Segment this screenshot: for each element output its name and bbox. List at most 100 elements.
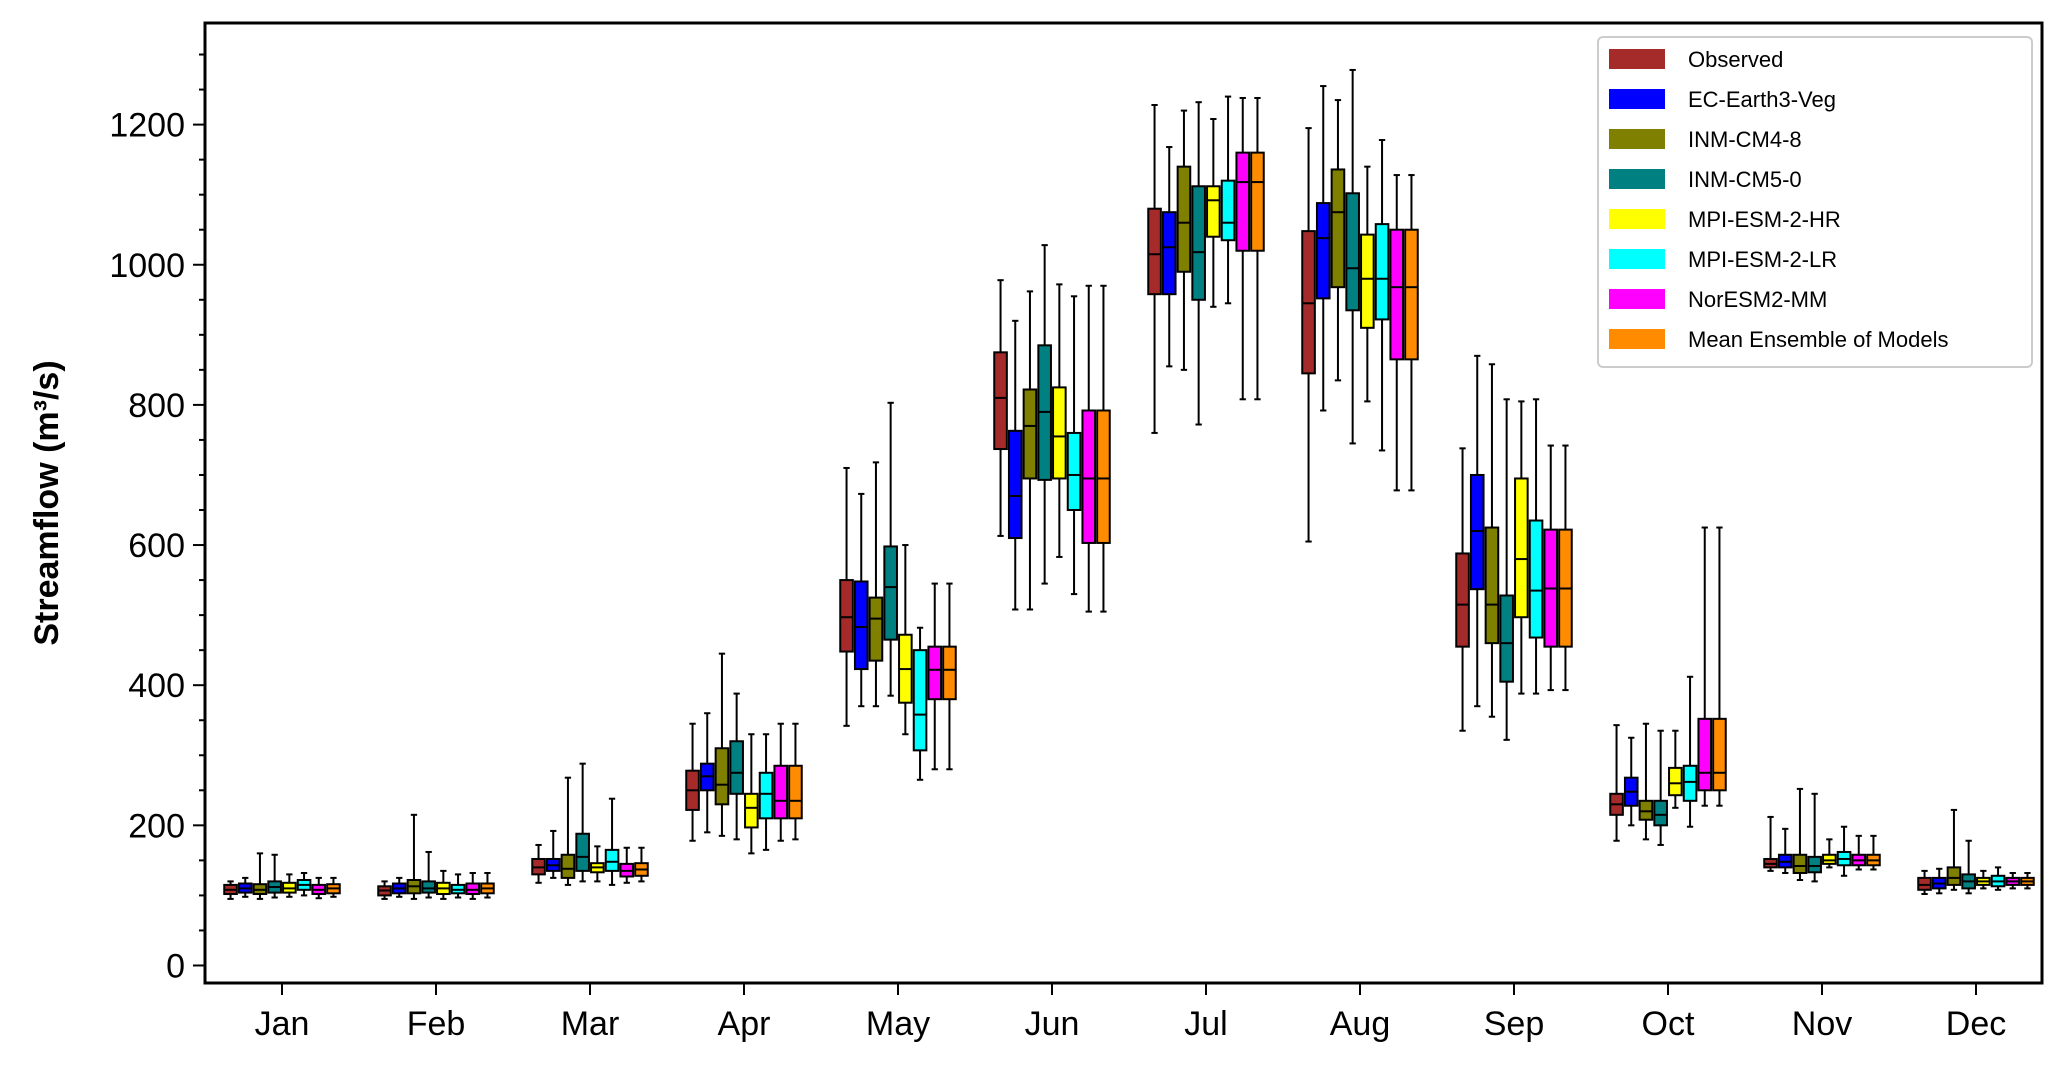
box-body [1682, 764, 1698, 802]
box-body [1653, 799, 1668, 827]
box-jun-0 [993, 279, 1008, 537]
box-may-4 [898, 544, 913, 736]
box-body [1096, 409, 1111, 544]
legend-item-3: INM-CM5-0 [1609, 167, 1802, 192]
box-may-3 [883, 401, 898, 697]
legend-label: MPI-ESM-2-LR [1688, 247, 1837, 272]
box-jan-6 [311, 876, 327, 900]
box-dec-6 [2005, 871, 2021, 890]
box-feb-3 [421, 850, 436, 899]
y-tick-label: 200 [128, 807, 185, 845]
box-oct-5 [1682, 675, 1698, 828]
box-may-7 [942, 582, 957, 771]
box-body [1022, 388, 1038, 480]
box-body [1455, 552, 1470, 648]
box-sep-1 [1469, 354, 1485, 708]
box-dec-0 [1917, 869, 1932, 896]
legend-swatch [1609, 89, 1665, 109]
box-may-1 [853, 492, 869, 708]
box-jul-6 [1235, 96, 1251, 401]
y-tick-label: 400 [128, 667, 185, 705]
box-body [1315, 202, 1331, 300]
box-body [421, 880, 436, 894]
box-body [1330, 168, 1346, 289]
box-aug-7 [1404, 174, 1419, 492]
box-oct-4 [1668, 729, 1683, 809]
box-body [1052, 386, 1067, 480]
x-tick-label-may: May [866, 1005, 930, 1043]
legend-swatch [1609, 329, 1665, 349]
box-nov-0 [1763, 815, 1778, 872]
box-body [1007, 429, 1023, 540]
legend-swatch [1609, 289, 1665, 309]
box-body [1514, 477, 1529, 619]
box-body [1206, 185, 1221, 238]
x-tick-label-sep: Sep [1484, 1005, 1545, 1043]
legend-label: EC-Earth3-Veg [1688, 87, 1836, 112]
box-body [714, 747, 730, 806]
box-jul-3 [1191, 101, 1206, 426]
legend: Observed EC-Earth3-Veg INM-CM4-8 INM-CM5-0 M… [1597, 36, 2033, 368]
box-mar-4 [590, 845, 605, 883]
box-apr-4 [744, 733, 759, 855]
box-jun-5 [1066, 295, 1082, 596]
legend-swatch [1609, 129, 1665, 149]
box-apr-3 [729, 692, 744, 841]
box-body [1697, 717, 1713, 792]
box-mar-3 [575, 762, 590, 883]
box-jan-1 [237, 876, 253, 898]
box-body [1147, 207, 1162, 296]
box-body [465, 882, 481, 896]
x-tick-label-oct: Oct [1642, 1005, 1695, 1043]
legend-item-4: MPI-ESM-2-HR [1609, 207, 1841, 232]
box-jul-4 [1206, 118, 1221, 308]
box-nov-4 [1822, 838, 1837, 869]
boxes-layer [223, 68, 2035, 900]
legend-label: Mean Ensemble of Models [1688, 327, 1948, 352]
box-body [788, 764, 803, 820]
box-feb-2 [406, 813, 422, 900]
box-body [560, 853, 576, 879]
legend-label: Observed [1688, 47, 1783, 72]
box-aug-1 [1315, 85, 1331, 412]
box-dec-7 [2020, 871, 2035, 890]
box-body [1191, 185, 1206, 301]
box-aug-4 [1360, 165, 1375, 403]
box-sep-2 [1484, 363, 1500, 718]
box-may-6 [927, 582, 943, 771]
legend-swatch [1609, 169, 1665, 189]
box-body [1161, 211, 1177, 296]
legend-swatch [1609, 209, 1665, 229]
box-mar-6 [619, 846, 635, 884]
x-tick-label-nov: Nov [1792, 1005, 1852, 1043]
y-axis-label: Streamflow (m³/s) [28, 360, 66, 645]
box-oct-6 [1697, 526, 1713, 807]
box-body [839, 579, 854, 653]
box-body [868, 596, 884, 662]
box-body [758, 771, 774, 820]
box-oct-3 [1653, 729, 1668, 846]
box-jul-7 [1250, 96, 1265, 401]
box-dec-2 [1946, 808, 1962, 891]
box-jul-5 [1220, 95, 1236, 305]
box-may-2 [868, 461, 884, 708]
x-tick-label-mar: Mar [561, 1005, 620, 1043]
box-body [1528, 519, 1544, 639]
box-may-0 [839, 466, 854, 727]
box-jan-5 [296, 871, 312, 897]
y-tick-label: 1200 [109, 107, 185, 145]
legend-swatch [1609, 249, 1665, 269]
box-body [1345, 192, 1360, 312]
box-apr-1 [699, 712, 715, 834]
box-body [1360, 233, 1375, 329]
box-body [1712, 717, 1727, 792]
box-sep-0 [1455, 447, 1470, 732]
box-oct-2 [1638, 722, 1654, 841]
box-body [744, 792, 759, 829]
box-may-5 [912, 626, 928, 781]
box-feb-5 [450, 873, 466, 899]
box-body [1301, 230, 1316, 375]
box-body [1668, 766, 1683, 797]
legend-label: INM-CM4-8 [1688, 127, 1802, 152]
box-aug-0 [1301, 127, 1316, 543]
